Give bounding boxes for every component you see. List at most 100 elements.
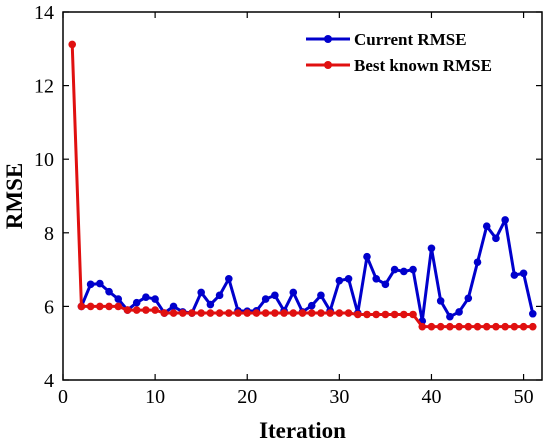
data-point	[77, 302, 86, 311]
data-point	[96, 279, 104, 288]
data-point	[409, 310, 417, 319]
legend-label-current: Current RMSE	[354, 30, 467, 49]
data-point	[289, 309, 298, 317]
data-point	[519, 269, 528, 278]
legend: Current RMSE Best known RMSE	[300, 24, 534, 82]
x-tick-label: 50	[514, 386, 534, 408]
x-tick-label: 0	[58, 386, 68, 408]
data-point	[492, 234, 500, 243]
legend-marker-best	[324, 61, 332, 69]
y-tick-label: 4	[44, 370, 54, 392]
data-point	[436, 322, 445, 331]
data-point	[427, 244, 436, 253]
data-point	[363, 310, 371, 319]
data-point	[289, 288, 298, 297]
y-tick-label: 6	[44, 296, 54, 318]
x-tick-label: 20	[237, 386, 257, 408]
data-point	[197, 288, 205, 297]
data-point	[160, 309, 169, 317]
data-point	[132, 298, 141, 307]
data-point	[400, 267, 408, 276]
data-point	[114, 295, 123, 303]
data-point	[344, 275, 353, 283]
x-tick-label: 30	[329, 386, 349, 408]
data-point	[123, 306, 132, 314]
y-tick-label: 8	[44, 223, 54, 245]
legend-marker-current	[324, 35, 332, 43]
data-point	[86, 302, 95, 311]
data-point	[151, 306, 159, 314]
data-point	[307, 301, 316, 310]
data-point	[436, 297, 445, 305]
data-point	[528, 309, 537, 318]
data-point	[234, 309, 242, 317]
data-point	[96, 302, 104, 311]
data-point	[178, 309, 187, 317]
data-point	[446, 312, 454, 321]
data-point	[317, 291, 325, 300]
data-point	[280, 309, 288, 317]
data-point	[206, 300, 215, 309]
plot-frame	[62, 11, 543, 381]
data-point	[400, 310, 408, 319]
data-point	[215, 291, 224, 300]
x-tick-label: 40	[421, 386, 441, 408]
data-point	[132, 306, 141, 314]
data-point	[261, 309, 270, 317]
data-point	[252, 309, 261, 317]
y-tick-label: 14	[34, 2, 54, 24]
data-point	[381, 310, 390, 319]
data-point	[188, 309, 196, 317]
data-point	[197, 309, 205, 317]
data-point	[418, 322, 427, 331]
data-point	[464, 322, 473, 331]
data-point	[151, 295, 159, 303]
data-point	[142, 293, 150, 302]
data-point	[353, 310, 362, 319]
data-point	[68, 40, 77, 49]
data-point	[243, 309, 252, 317]
data-point	[261, 295, 270, 303]
legend-box	[300, 24, 534, 82]
data-point	[215, 309, 224, 317]
data-point	[86, 280, 95, 289]
data-point	[317, 309, 325, 317]
data-point	[501, 216, 509, 224]
data-point	[363, 252, 371, 261]
data-point	[114, 302, 123, 311]
data-point	[206, 309, 215, 317]
x-axis-title: Iteration	[259, 418, 346, 443]
data-point	[446, 322, 454, 331]
data-point	[390, 310, 399, 319]
data-point	[326, 309, 334, 317]
data-point	[390, 265, 399, 274]
data-point	[482, 222, 491, 230]
y-tick-label: 10	[34, 149, 54, 171]
data-point	[225, 309, 233, 317]
series-group	[68, 40, 537, 331]
data-point	[473, 258, 482, 267]
y-axis-title: RMSE	[2, 163, 27, 229]
axis-ticks: 0 10 20 30 40 50 4 6 8 10 12 14	[34, 2, 542, 408]
data-point	[225, 275, 233, 283]
data-point	[381, 280, 390, 289]
data-point	[335, 276, 344, 285]
data-point	[528, 322, 537, 331]
data-point	[307, 309, 316, 317]
series-best-known-rmse	[68, 40, 537, 331]
data-point	[105, 302, 113, 311]
data-point	[335, 309, 344, 317]
data-point	[501, 322, 509, 331]
legend-label-best: Best known RMSE	[354, 56, 492, 75]
data-point	[372, 275, 380, 283]
x-tick-label: 10	[145, 386, 165, 408]
data-point	[482, 322, 491, 331]
data-point	[455, 308, 463, 316]
data-point	[169, 309, 178, 317]
data-point	[519, 322, 528, 331]
data-point	[169, 302, 178, 311]
data-point	[455, 322, 463, 331]
data-point	[105, 287, 113, 296]
data-point	[271, 291, 279, 300]
